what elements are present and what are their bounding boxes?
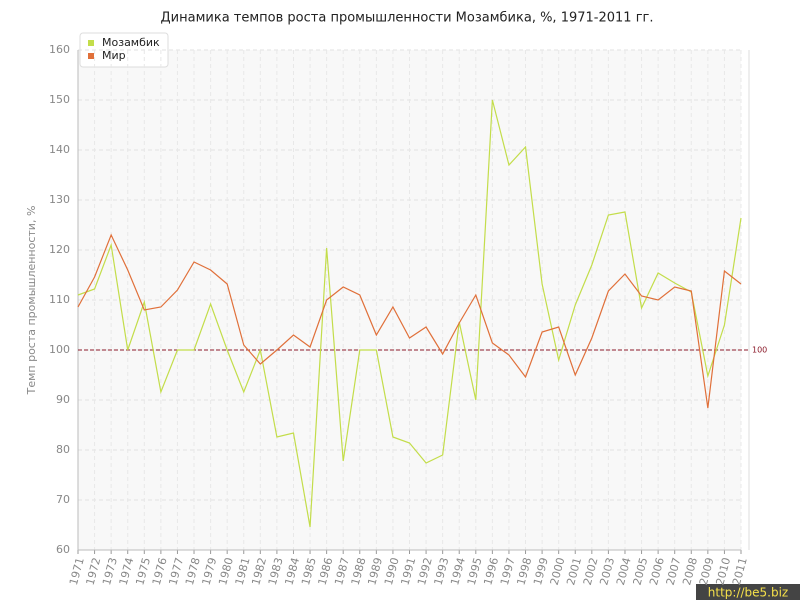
y-tick-label: 80 <box>56 443 70 456</box>
x-tick-label: 2011 <box>730 556 750 586</box>
y-tick-label: 110 <box>49 293 70 306</box>
y-tick-label: 90 <box>56 393 70 406</box>
series-line <box>77 99 742 528</box>
legend-swatch <box>88 40 94 46</box>
reference-label: 100 <box>752 346 767 355</box>
watermark-box: http://be5.biz <box>696 584 800 600</box>
chart-title: Динамика темпов роста промышленности Моз… <box>161 11 654 26</box>
series-line <box>77 233 742 409</box>
y-tick-label: 70 <box>56 493 70 506</box>
y-tick-label: 140 <box>49 143 70 156</box>
watermark-bg <box>696 584 800 600</box>
legend-label: Мир <box>102 49 126 62</box>
y-tick-label: 130 <box>49 193 70 206</box>
legend-swatch <box>88 53 94 59</box>
y-tick-label: 60 <box>56 543 70 556</box>
y-axis-label: Темп роста промышленности, % <box>25 206 38 396</box>
y-tick-label: 150 <box>49 93 70 106</box>
watermark: http://be5.biz <box>708 586 788 600</box>
y-tick-label: 160 <box>49 43 70 56</box>
legend-label: Мозамбик <box>102 36 160 49</box>
y-tick-label: 100 <box>49 343 70 356</box>
y-tick-label: 120 <box>49 243 70 256</box>
